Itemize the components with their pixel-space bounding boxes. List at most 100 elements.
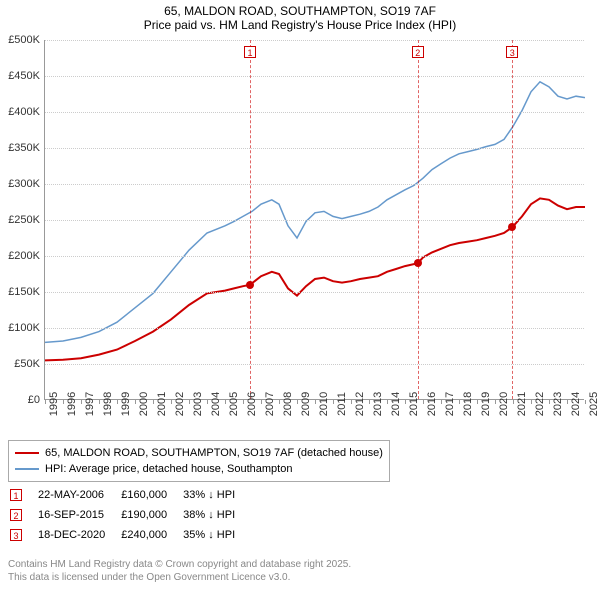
x-tick xyxy=(387,400,388,404)
x-tick xyxy=(171,400,172,404)
x-tick xyxy=(81,400,82,404)
gridline xyxy=(45,112,584,113)
x-tick-label: 2011 xyxy=(336,392,348,416)
footer-line: This data is licensed under the Open Gov… xyxy=(8,571,351,584)
x-tick xyxy=(207,400,208,404)
x-tick-label: 2008 xyxy=(282,392,294,416)
x-tick-label: 2020 xyxy=(498,392,510,416)
x-tick-label: 2000 xyxy=(138,392,150,416)
x-tick xyxy=(153,400,154,404)
table-row: 2 16-SEP-2015 £190,000 38% ↓ HPI xyxy=(10,506,249,524)
gridline xyxy=(45,256,584,257)
sale-marker-dot xyxy=(246,281,254,289)
y-tick-label: £350K xyxy=(0,142,40,154)
x-tick-label: 2005 xyxy=(228,392,240,416)
sale-marker-box: 3 xyxy=(506,46,518,58)
x-tick-label: 2022 xyxy=(534,392,546,416)
gridline xyxy=(45,184,584,185)
gridline xyxy=(45,364,584,365)
x-tick xyxy=(585,400,586,404)
sale-date: 22-MAY-2006 xyxy=(38,486,119,504)
x-tick-label: 1999 xyxy=(120,392,132,416)
y-tick-label: £200K xyxy=(0,250,40,262)
sale-marker-box: 2 xyxy=(412,46,424,58)
chart-subtitle: Price paid vs. HM Land Registry's House … xyxy=(0,18,600,32)
x-tick xyxy=(63,400,64,404)
x-tick-label: 2018 xyxy=(462,392,474,416)
sale-marker-icon: 3 xyxy=(10,529,22,541)
sale-marker-box: 1 xyxy=(244,46,256,58)
chart-title: 65, MALDON ROAD, SOUTHAMPTON, SO19 7AF xyxy=(0,0,600,18)
x-tick-label: 2014 xyxy=(390,392,402,416)
x-tick-label: 2015 xyxy=(408,392,420,416)
legend-label: HPI: Average price, detached house, Sout… xyxy=(45,463,292,475)
x-tick-label: 1997 xyxy=(84,392,96,416)
x-tick xyxy=(243,400,244,404)
x-tick xyxy=(45,400,46,404)
sale-price: £190,000 xyxy=(121,506,181,524)
x-tick-label: 2023 xyxy=(552,392,564,416)
sale-price: £240,000 xyxy=(121,526,181,544)
x-tick xyxy=(549,400,550,404)
x-tick xyxy=(567,400,568,404)
legend-item-price-paid: 65, MALDON ROAD, SOUTHAMPTON, SO19 7AF (… xyxy=(15,445,383,461)
footer-line: Contains HM Land Registry data © Crown c… xyxy=(8,558,351,571)
gridline xyxy=(45,292,584,293)
sale-date: 16-SEP-2015 xyxy=(38,506,119,524)
x-tick-label: 2024 xyxy=(570,392,582,416)
x-tick-label: 2007 xyxy=(264,392,276,416)
x-tick-label: 2002 xyxy=(174,392,186,416)
sales-table: 1 22-MAY-2006 £160,000 33% ↓ HPI 2 16-SE… xyxy=(8,484,251,546)
x-tick-label: 2001 xyxy=(156,392,168,416)
x-tick-label: 2025 xyxy=(588,392,600,416)
x-tick-label: 1998 xyxy=(102,392,114,416)
sale-marker-line xyxy=(512,40,513,399)
table-row: 1 22-MAY-2006 £160,000 33% ↓ HPI xyxy=(10,486,249,504)
sale-price: £160,000 xyxy=(121,486,181,504)
gridline xyxy=(45,76,584,77)
x-tick xyxy=(495,400,496,404)
x-tick xyxy=(279,400,280,404)
x-tick-label: 1996 xyxy=(66,392,78,416)
x-tick-label: 2012 xyxy=(354,392,366,416)
sale-delta: 33% ↓ HPI xyxy=(183,486,249,504)
gridline xyxy=(45,148,584,149)
y-tick-label: £250K xyxy=(0,214,40,226)
gridline xyxy=(45,40,584,41)
y-tick-label: £450K xyxy=(0,70,40,82)
legend-swatch xyxy=(15,452,39,454)
chart-container: 65, MALDON ROAD, SOUTHAMPTON, SO19 7AF P… xyxy=(0,0,600,590)
table-row: 3 18-DEC-2020 £240,000 35% ↓ HPI xyxy=(10,526,249,544)
x-tick xyxy=(441,400,442,404)
x-tick xyxy=(315,400,316,404)
x-tick xyxy=(135,400,136,404)
x-tick-label: 2004 xyxy=(210,392,222,416)
legend: 65, MALDON ROAD, SOUTHAMPTON, SO19 7AF (… xyxy=(8,440,390,482)
chart-area: 123 £0£50K£100K£150K£200K£250K£300K£350K… xyxy=(44,40,584,400)
x-tick-label: 2009 xyxy=(300,392,312,416)
x-tick-label: 2010 xyxy=(318,392,330,416)
x-tick xyxy=(531,400,532,404)
sale-date: 18-DEC-2020 xyxy=(38,526,119,544)
x-tick-label: 2019 xyxy=(480,392,492,416)
x-tick xyxy=(405,400,406,404)
sale-marker-icon: 1 xyxy=(10,489,22,501)
y-tick-label: £100K xyxy=(0,322,40,334)
x-tick xyxy=(189,400,190,404)
sale-delta: 35% ↓ HPI xyxy=(183,526,249,544)
x-tick xyxy=(513,400,514,404)
x-tick xyxy=(261,400,262,404)
footer-attribution: Contains HM Land Registry data © Crown c… xyxy=(8,558,351,584)
x-tick xyxy=(117,400,118,404)
x-tick xyxy=(459,400,460,404)
sale-marker-dot xyxy=(508,223,516,231)
x-tick xyxy=(297,400,298,404)
plot-region: 1 2 3 xyxy=(44,40,584,400)
x-tick xyxy=(351,400,352,404)
x-tick xyxy=(369,400,370,404)
x-tick-label: 2006 xyxy=(246,392,258,416)
x-tick-label: 2013 xyxy=(372,392,384,416)
series-hpi xyxy=(45,82,585,343)
y-tick-label: £400K xyxy=(0,106,40,118)
x-tick xyxy=(477,400,478,404)
